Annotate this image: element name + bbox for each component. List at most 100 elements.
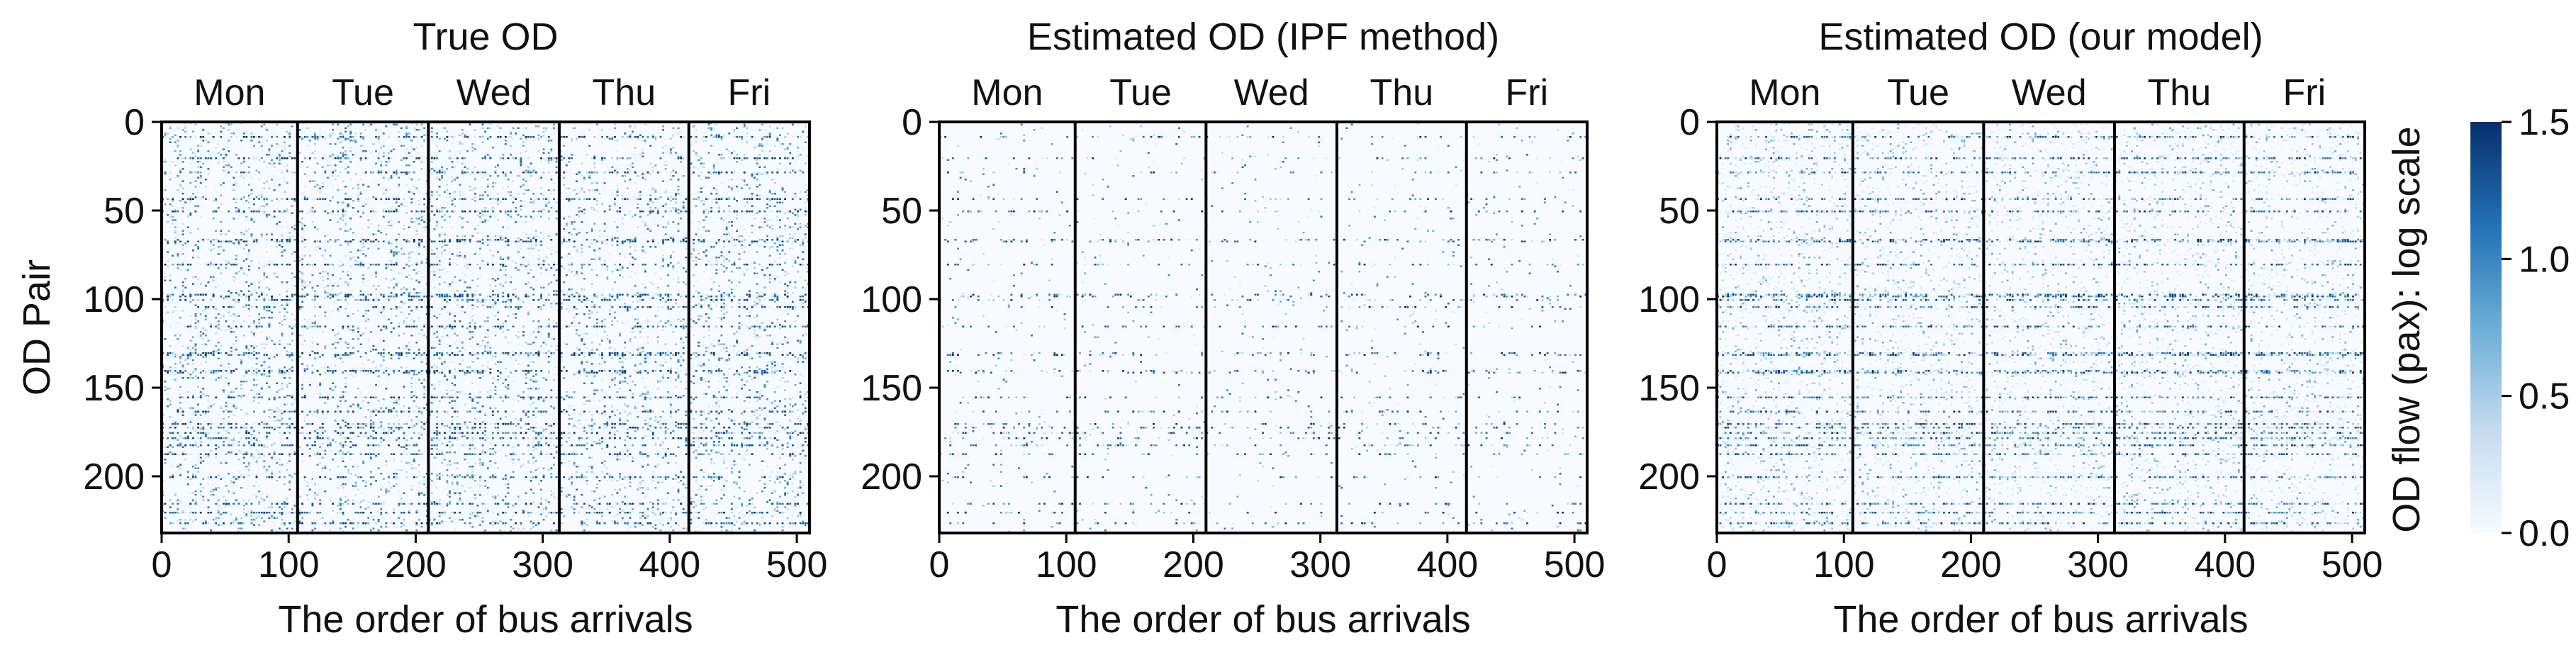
heatmap-cell <box>807 283 810 285</box>
heatmap-cell <box>642 176 644 179</box>
heatmap-cell <box>492 207 494 209</box>
heatmap-cell <box>189 212 192 214</box>
heatmap-cell <box>621 198 624 200</box>
heatmap-cell <box>420 155 423 157</box>
heatmap-cell <box>466 327 469 330</box>
heatmap-cell <box>768 278 771 280</box>
heatmap-cell <box>576 138 578 140</box>
heatmap-cell <box>581 296 583 298</box>
heatmap-cell <box>298 221 301 223</box>
heatmap-cell <box>542 157 545 159</box>
heatmap-cell <box>768 274 771 276</box>
heatmap-cell <box>690 306 693 308</box>
heatmap-cell <box>698 235 700 237</box>
heatmap-cell <box>510 215 512 218</box>
heatmap-cell <box>464 166 466 168</box>
heatmap-cell <box>644 293 646 296</box>
heatmap-cell <box>595 211 598 213</box>
heatmap-cell <box>784 274 787 276</box>
heatmap-cell <box>593 189 596 191</box>
heatmap-cell <box>499 257 502 259</box>
heatmap-cell <box>436 264 438 266</box>
heatmap-cell <box>337 201 340 203</box>
heatmap-cell <box>354 140 357 142</box>
heatmap-cell <box>263 161 266 163</box>
heatmap-cell <box>690 143 693 145</box>
heatmap-cell <box>486 173 489 175</box>
heatmap-cell <box>537 198 540 200</box>
heatmap-cell <box>510 306 512 308</box>
heatmap-cell <box>301 264 303 266</box>
heatmap-cell <box>576 193 578 195</box>
heatmap-cell <box>189 324 192 326</box>
heatmap-cell <box>289 299 291 301</box>
heatmap-cell <box>263 317 266 319</box>
heatmap-cell <box>651 136 654 138</box>
heatmap-cell <box>367 299 370 301</box>
heatmap-cell <box>786 212 789 214</box>
heatmap-cell <box>576 249 578 252</box>
heatmap-cell <box>449 239 451 241</box>
heatmap-cell <box>672 136 675 138</box>
heatmap-cell <box>382 308 385 310</box>
heatmap-cell <box>380 232 383 234</box>
heatmap-cell <box>723 260 725 262</box>
heatmap-cell <box>715 189 718 191</box>
heatmap-cell <box>454 368 457 370</box>
heatmap-cell <box>192 352 194 354</box>
heatmap-cell <box>398 357 401 359</box>
heatmap-cell <box>347 230 349 232</box>
heatmap-cell <box>702 240 705 242</box>
heatmap-cell <box>743 180 746 182</box>
heatmap-cell <box>186 240 189 242</box>
heatmap-cell <box>771 342 774 344</box>
heatmap-cell <box>771 299 774 301</box>
heatmap-cell <box>507 299 510 301</box>
heatmap-cell <box>595 325 598 327</box>
heatmap-cell <box>789 306 792 308</box>
heatmap-cell <box>441 232 444 234</box>
heatmap-cell <box>395 283 398 285</box>
heatmap-cell <box>271 297 273 299</box>
heatmap-cell <box>718 257 720 259</box>
heatmap-cell <box>438 212 441 214</box>
heatmap-cell <box>273 306 276 308</box>
heatmap-cell <box>804 191 807 193</box>
heatmap-cell <box>669 237 672 239</box>
heatmap-cell <box>271 145 273 147</box>
heatmap-cell <box>662 352 664 354</box>
heatmap-cell <box>555 264 558 266</box>
heatmap-cell <box>174 226 177 228</box>
heatmap-cell <box>349 251 352 253</box>
heatmap-cell <box>471 279 474 281</box>
heatmap-cell <box>223 148 225 150</box>
heatmap-cell <box>311 211 314 213</box>
heatmap-cell <box>289 138 291 140</box>
heatmap-cell <box>235 136 237 138</box>
heatmap-cell <box>400 247 403 249</box>
heatmap-cell <box>230 331 233 333</box>
heatmap-cell <box>301 254 303 257</box>
heatmap-cell <box>547 264 550 266</box>
heatmap-cell <box>382 296 385 298</box>
heatmap-cell <box>662 239 664 241</box>
heatmap-cell <box>260 331 263 333</box>
heatmap-cell <box>454 205 457 207</box>
heatmap-cell <box>362 136 365 138</box>
heatmap-cell <box>502 352 505 354</box>
heatmap-cell <box>233 198 235 200</box>
heatmap-cell <box>568 311 571 313</box>
heatmap-cell <box>563 184 566 186</box>
heatmap-cell <box>408 260 410 262</box>
heatmap-cell <box>773 296 776 298</box>
heatmap-cell <box>766 364 768 366</box>
heatmap-cell <box>377 172 380 174</box>
heatmap-cell <box>181 200 184 202</box>
heatmap-cell <box>425 357 428 359</box>
heatmap-cell <box>700 235 702 237</box>
heatmap-cell <box>449 354 451 356</box>
heatmap-cell <box>751 262 754 264</box>
heatmap-cell <box>192 299 194 301</box>
heatmap-cell <box>204 343 207 345</box>
heatmap-cell <box>690 354 693 356</box>
